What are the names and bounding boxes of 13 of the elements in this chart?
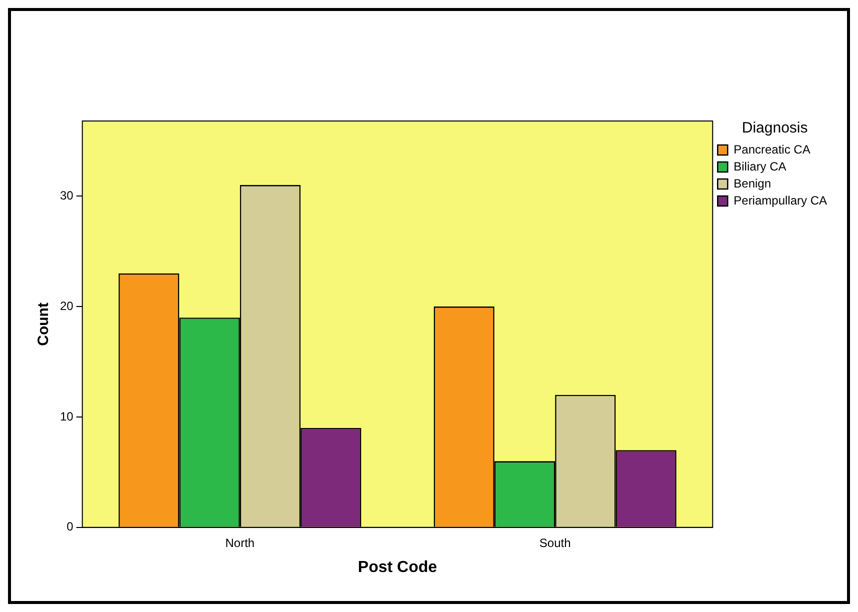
x-tick-label: North bbox=[225, 536, 255, 550]
y-tick-label: 30 bbox=[60, 188, 74, 202]
legend-label: Periampullary CA bbox=[734, 193, 828, 208]
y-tick-label: 20 bbox=[60, 298, 74, 313]
legend-title: Diagnosis bbox=[742, 120, 808, 137]
legend-label: Pancreatic CA bbox=[734, 142, 810, 156]
legend-label: Benign bbox=[734, 176, 772, 190]
x-axis-title: Post Code bbox=[358, 558, 438, 576]
x-tick-label: South bbox=[539, 536, 571, 550]
y-tick-label: 10 bbox=[60, 409, 74, 424]
y-axis-title: Count bbox=[35, 302, 52, 346]
y-tick-label: 0 bbox=[66, 520, 74, 534]
legend-label: Biliary CA bbox=[734, 159, 786, 174]
